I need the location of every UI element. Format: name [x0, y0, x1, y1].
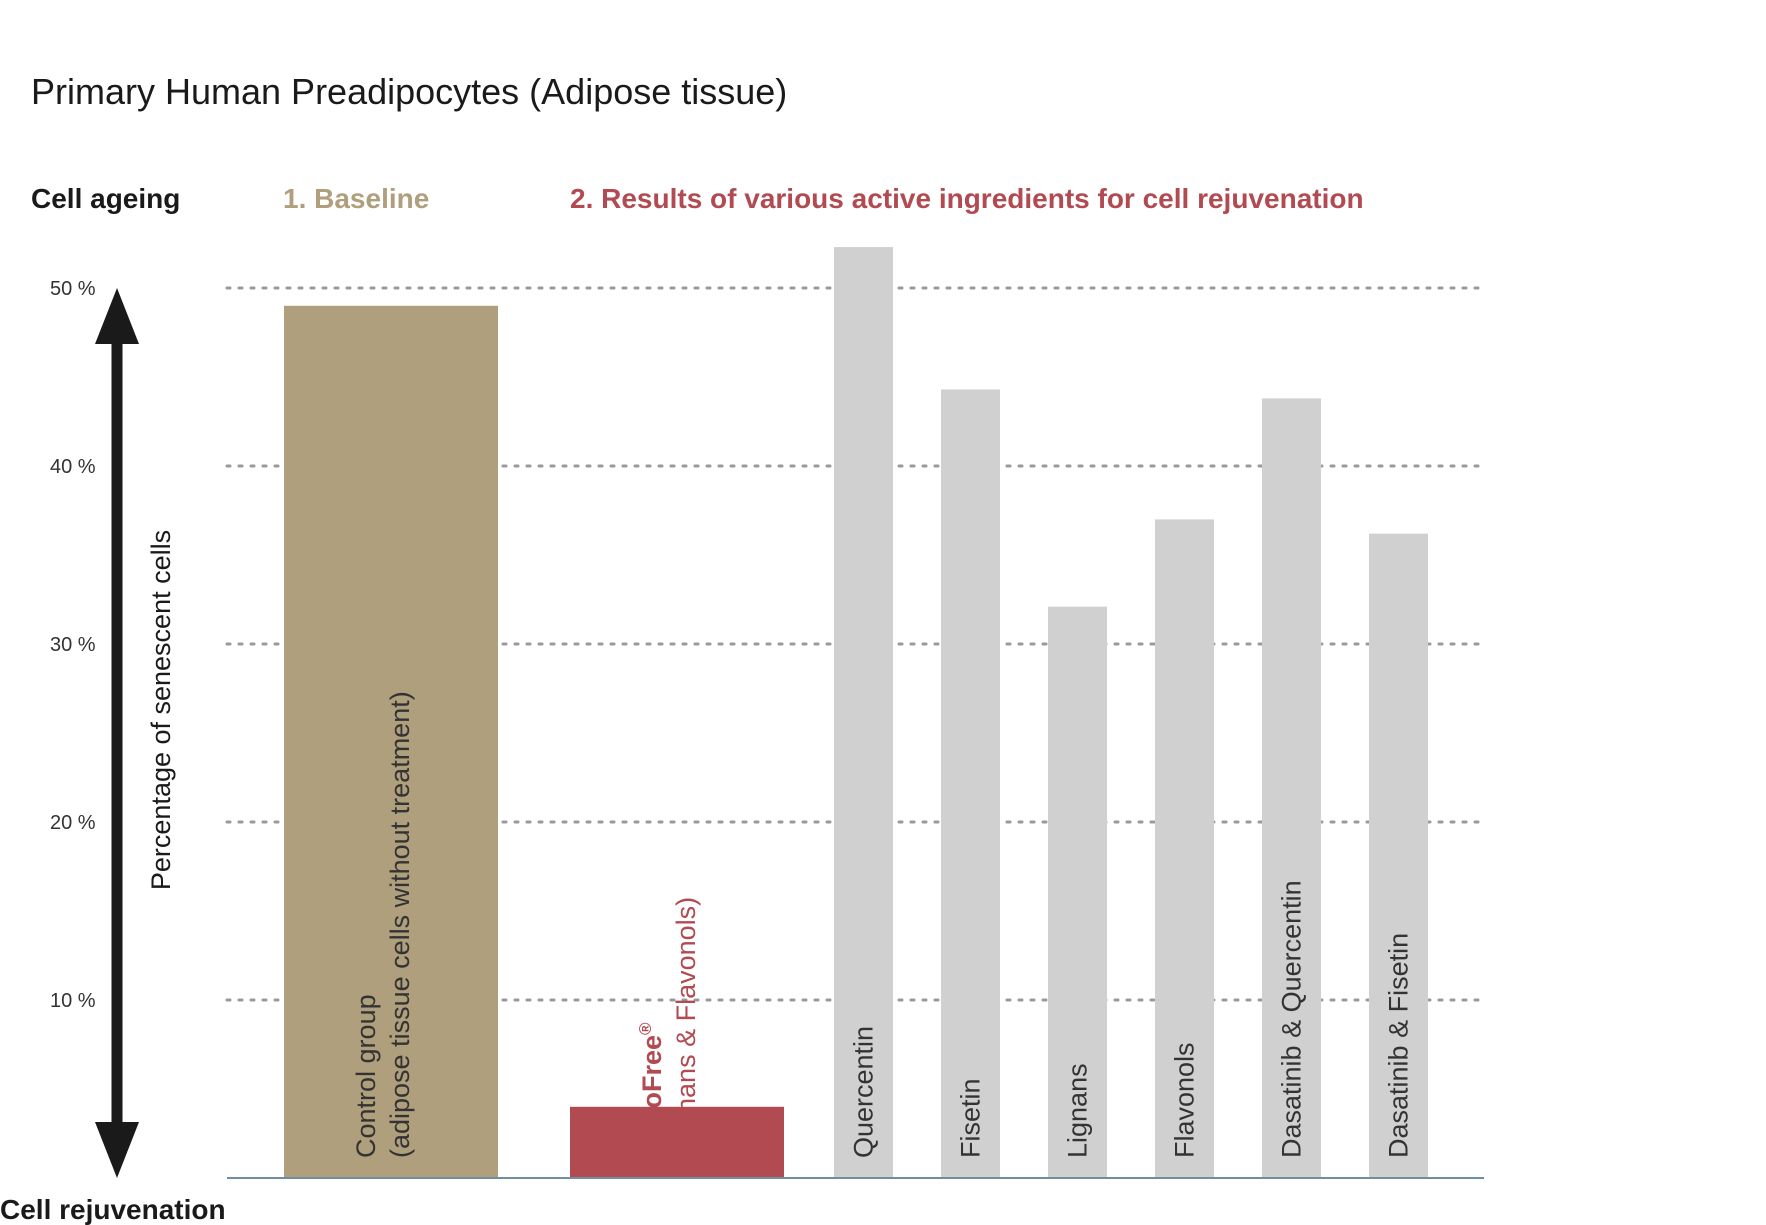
bar: [834, 247, 893, 1178]
chart-title: Primary Human Preadipocytes (Adipose tis…: [31, 71, 787, 112]
group-header-results: 2. Results of various active ingredients…: [570, 183, 1364, 214]
bar: [570, 1106, 784, 1178]
direction-arrow: [95, 288, 139, 1178]
bar: [1048, 606, 1107, 1178]
bar: [1369, 533, 1428, 1178]
bar-label: Quercentin: [849, 1026, 879, 1158]
axis-bottom-label: Cell rejuvenation: [0, 1194, 226, 1225]
bar-label: SenoFree® (Lignans & Flavonols): [636, 897, 701, 1158]
group-header-baseline: 1. Baseline: [283, 183, 429, 214]
bar-label: Control group (adipose tissue cells witho…: [351, 691, 415, 1158]
y-tick-labels: 10 % 20 % 30 % 40 % 50 %: [50, 278, 96, 1012]
bar: [1262, 398, 1321, 1178]
bar-label: Dasatinib & Fisetin: [1384, 933, 1414, 1158]
bar-label: Lignans: [1063, 1063, 1093, 1158]
bar-label: Flavonols: [1170, 1042, 1200, 1158]
y-axis-label: Percentage of senescent cells: [146, 530, 176, 890]
bar: [284, 305, 498, 1178]
y-tick-label: 50 %: [50, 278, 96, 300]
bar: [941, 389, 1000, 1179]
bar: [1155, 519, 1214, 1178]
axis-top-label: Cell ageing: [31, 183, 180, 214]
bar-labels: Control group (adipose tissue cells witho…: [351, 691, 1414, 1158]
y-tick-label: 20 %: [50, 812, 96, 834]
bars: [284, 247, 1428, 1179]
y-tick-label: 10 %: [50, 990, 96, 1012]
bar-label: Fisetin: [956, 1078, 986, 1158]
y-tick-label: 30 %: [50, 634, 96, 656]
bar-label: Dasatinib & Quercentin: [1277, 880, 1307, 1158]
y-tick-label: 40 %: [50, 456, 96, 478]
